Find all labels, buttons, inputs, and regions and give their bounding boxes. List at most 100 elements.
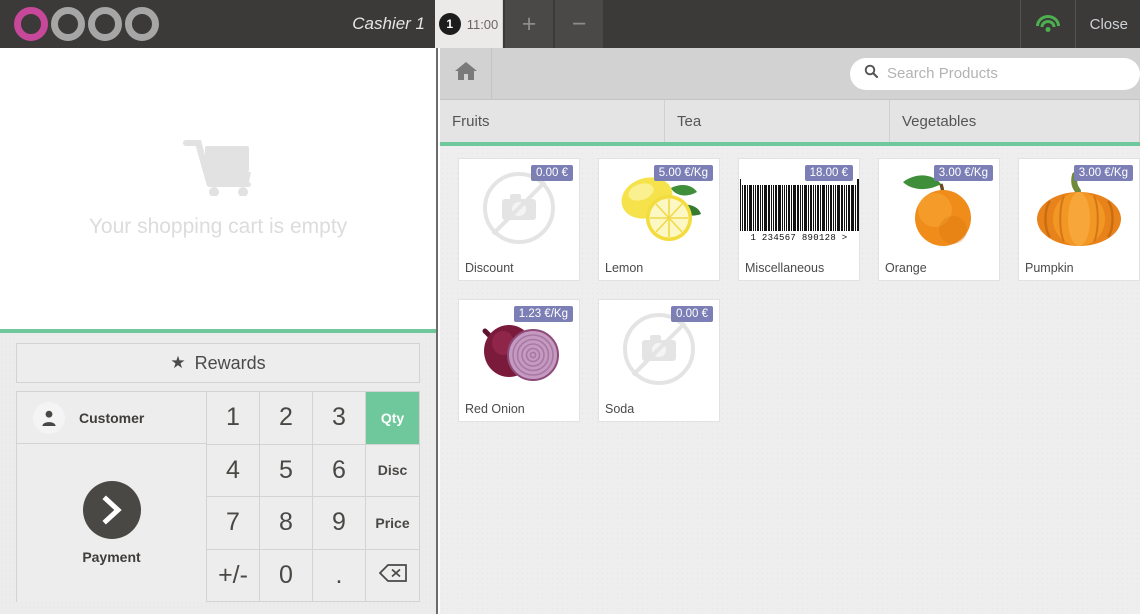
cart-empty-text: Your shopping cart is empty	[88, 215, 348, 238]
numpad-mode-disc-label: Disc	[377, 462, 408, 479]
category-tab-label: Vegetables	[902, 112, 977, 130]
product-price: 0.00 €	[671, 306, 713, 322]
numpad-mode-price-label: Price	[375, 514, 410, 531]
numpad-key-6[interactable]: 6	[313, 444, 366, 497]
product-price: 3.00 €/Kg	[1073, 165, 1133, 181]
numpad-mode-price[interactable]: Price	[366, 497, 419, 550]
payment-button[interactable]: Payment	[17, 444, 206, 602]
chevron-right-icon	[82, 481, 141, 539]
order-tab-1[interactable]: 1 11:00	[435, 0, 503, 48]
product-image	[599, 159, 719, 256]
numpad-key-0-label: 0	[279, 560, 293, 589]
wifi-icon	[1035, 15, 1061, 33]
product-name: Miscellaneous	[745, 261, 825, 275]
product-image	[1019, 159, 1139, 256]
numpad-key-sign-label: +/-	[218, 560, 248, 589]
logo-ring-o3	[125, 7, 159, 41]
numpad: 1 2 3 Qty 4 5 6 Disc 7 8 9 Price +/- 0.	[207, 392, 419, 602]
product-card[interactable]: 0.00 € Discount	[458, 158, 580, 281]
add-order-button[interactable]: +	[505, 0, 553, 48]
product-card[interactable]: 18.00 € 1 234567 890128 > Miscellaneous	[738, 158, 860, 281]
no-image-placeholder	[622, 312, 696, 391]
product-card[interactable]: 1.23 €/Kg Red Onion	[458, 299, 580, 422]
product-name: Soda	[605, 402, 635, 416]
order-time: 11:00	[466, 16, 499, 32]
wifi-status[interactable]	[1019, 0, 1075, 48]
orange-image	[893, 168, 985, 253]
payment-label: Payment	[82, 549, 141, 565]
product-image	[459, 159, 579, 256]
search-bar: Search Products	[440, 48, 1140, 100]
numpad-key-3[interactable]: 3	[313, 392, 366, 445]
home-icon	[454, 60, 478, 87]
numpad-key-7[interactable]: 7	[207, 497, 260, 550]
product-image	[599, 300, 719, 397]
numpad-key-8-label: 8	[279, 508, 293, 537]
order-tabs: 1 11:00 + −	[435, 0, 603, 48]
user-icon	[33, 401, 65, 434]
home-button[interactable]	[440, 48, 492, 99]
category-tab-tea[interactable]: Tea	[665, 100, 890, 142]
product-card[interactable]: 3.00 €/Kg Pumpkin	[1018, 158, 1140, 281]
numpad-key-1-label: 1	[226, 403, 240, 432]
numpad-key-decimal[interactable]: .	[313, 549, 366, 602]
set-customer-button[interactable]: Customer	[17, 392, 206, 444]
numpad-backspace[interactable]	[366, 549, 419, 602]
numpad-mode-qty-label: Qty	[380, 409, 405, 426]
product-card[interactable]: 5.00 €/Kg Lemon	[598, 158, 720, 281]
product-name: Orange	[885, 261, 927, 275]
product-price: 1.23 €/Kg	[513, 306, 573, 322]
odoo-logo[interactable]	[0, 0, 230, 48]
numpad-area: Customer Payment 1 2 3 Qty 4 5 6 Disc 7 8 9 Price +/…	[16, 391, 420, 602]
cashier-name[interactable]: Cashier 1	[352, 14, 425, 33]
product-price: 18.00 €	[804, 165, 853, 181]
numpad-key-2[interactable]: 2	[260, 392, 313, 445]
product-price: 5.00 €/Kg	[653, 165, 713, 181]
search-spacer	[492, 48, 850, 99]
numpad-key-sign[interactable]: +/-	[207, 549, 260, 602]
product-card[interactable]: 0.00 € Soda	[598, 299, 720, 422]
barcode-number: 1 234567 890128 >	[750, 232, 848, 243]
numpad-mode-disc[interactable]: Disc	[366, 444, 419, 497]
numpad-key-5[interactable]: 5	[260, 444, 313, 497]
numpad-key-5-label: 5	[279, 455, 293, 484]
numpad-key-6-label: 6	[332, 455, 346, 484]
pumpkin-image	[1031, 169, 1127, 252]
category-tab-fruits[interactable]: Fruits	[440, 100, 665, 142]
search-icon	[864, 64, 879, 83]
numpad-key-2-label: 2	[279, 403, 293, 432]
numpad-key-4[interactable]: 4	[207, 444, 260, 497]
numpad-key-decimal-label: .	[335, 560, 343, 589]
category-tab-label: Tea	[677, 112, 702, 130]
product-name: Pumpkin	[1025, 261, 1074, 275]
logo-ring-o1	[14, 7, 48, 41]
category-tab-label: Fruits	[452, 112, 490, 130]
header-spacer	[603, 0, 1020, 48]
rewards-label: Rewards	[194, 352, 266, 373]
numpad-key-9[interactable]: 9	[313, 497, 366, 550]
product-card[interactable]: 3.00 €/Kg Orange	[878, 158, 1000, 281]
product-price: 0.00 €	[531, 165, 573, 181]
numpad-key-1[interactable]: 1	[207, 392, 260, 445]
rewards-button[interactable]: ★ Rewards	[16, 343, 420, 383]
numpad-key-0[interactable]: 0	[260, 549, 313, 602]
cart-area: Your shopping cart is empty	[0, 48, 436, 333]
numpad-mode-qty[interactable]: Qty	[366, 392, 419, 445]
close-button[interactable]: Close	[1074, 0, 1140, 48]
remove-order-button[interactable]: −	[555, 0, 603, 48]
product-name: Lemon	[605, 261, 644, 275]
red-onion-image	[471, 313, 567, 390]
search-input[interactable]: Search Products	[850, 57, 1140, 90]
numpad-key-8[interactable]: 8	[260, 497, 313, 550]
numpad-key-3-label: 3	[332, 403, 346, 432]
customer-label: Customer	[79, 409, 145, 426]
logo-ring-o2	[88, 7, 122, 41]
numpad-key-9-label: 9	[332, 508, 346, 537]
category-tab-vegetables[interactable]: Vegetables	[890, 100, 1140, 142]
category-tabs: Fruits Tea Vegetables	[440, 100, 1140, 146]
order-number-badge: 1	[438, 13, 461, 35]
barcode-image: 1 234567 890128 >	[739, 178, 859, 243]
backspace-icon	[378, 561, 407, 590]
search-placeholder: Search Products	[887, 65, 998, 82]
